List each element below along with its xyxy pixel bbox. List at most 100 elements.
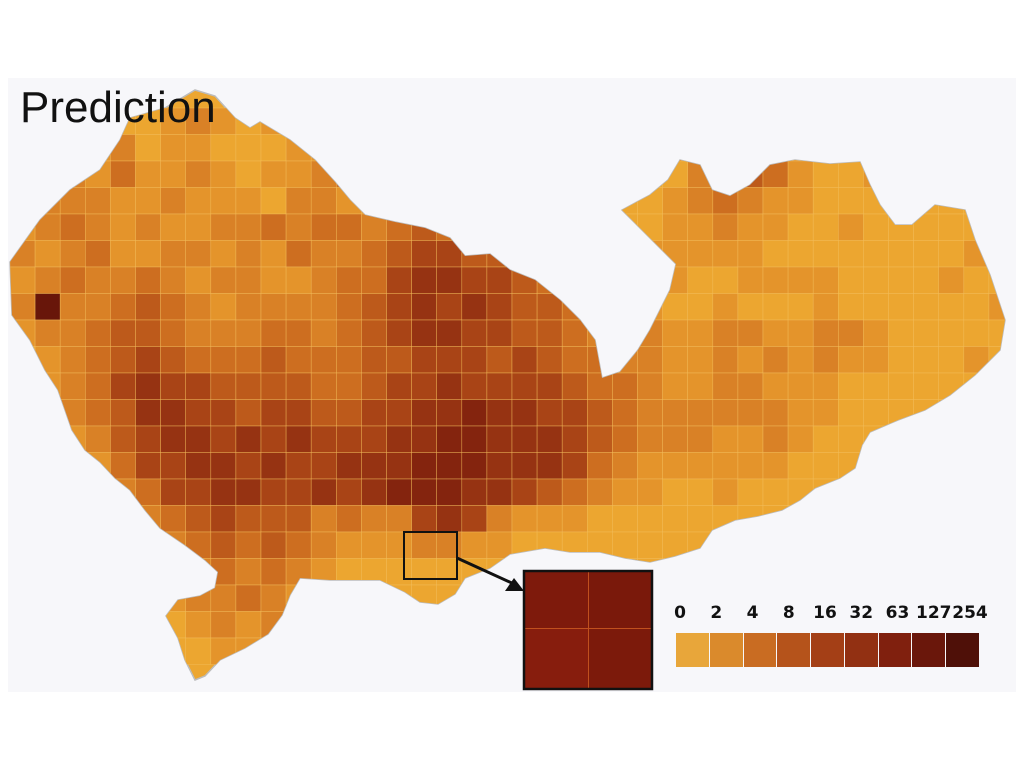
grid-cell [436,346,463,374]
grid-cell [762,213,789,241]
grid-cell [863,107,889,135]
grid-cell [662,293,688,321]
grid-cell [687,134,714,162]
grid-cell [988,160,1005,188]
grid-cell [411,240,438,268]
grid-cell [837,478,864,506]
grid-cell [285,107,312,135]
grid-cell [561,478,588,506]
grid-cell [361,558,387,586]
grid-cell [888,531,914,559]
grid-cell [386,134,412,162]
grid-cell [310,611,337,639]
grid-cell [988,266,1005,294]
grid-cell [235,531,262,559]
grid-cell [913,399,939,427]
grid-cell [386,187,412,215]
grid-cell [310,160,337,188]
grid-cell [386,611,412,639]
grid-cell [235,134,262,162]
grid-cell [285,531,312,559]
grid-cell [612,293,638,321]
grid-cell [637,160,663,188]
grid-cell [235,107,262,135]
grid-cell [812,558,839,586]
grid-cell [185,399,212,427]
grid-cell [737,240,764,268]
grid-cell [10,637,36,665]
grid-cell [210,505,237,533]
grid-cell [561,505,588,533]
grid-cell [712,346,739,374]
grid-cell [888,558,914,586]
grid-cell [988,478,1005,506]
grid-cell [110,160,136,188]
grid-cell [110,346,136,374]
grid-cell [687,425,714,453]
legend-tick-label: 254 [952,603,988,623]
grid-cell [285,399,312,427]
grid-cell [637,478,663,506]
grid-cell [386,107,412,135]
grid-cell [888,293,914,321]
grid-cell [1014,294,1024,321]
grid-cell [361,293,387,321]
grid-cell [486,213,513,241]
grid-cell [511,372,538,400]
grid-cell [988,637,1005,665]
grid-cell [612,478,638,506]
grid-cell [963,399,990,427]
grid-cell [85,319,111,347]
grid-cell [335,478,362,506]
grid-cell [787,399,814,427]
grid-cell [1014,214,1024,241]
grid-cell [536,134,563,162]
grid-cell [411,452,438,480]
grid-cell [687,478,714,506]
grid-cell [913,266,939,294]
grid-cell [486,160,513,188]
grid-cell [511,478,538,506]
grid-cell [285,584,312,612]
grid-cell [888,213,914,241]
grid-cell [561,134,588,162]
zoom-box[interactable] [403,531,458,580]
grid-cell [285,160,312,188]
grid-cell [59,637,86,665]
grid-cell [612,187,638,215]
grid-cell [988,134,1005,162]
grid-cell [10,266,36,294]
grid-cell [863,240,889,268]
grid-cell [536,319,563,347]
grid-cell [888,346,914,374]
grid-cell [511,425,538,453]
grid-cell [85,478,111,506]
grid-cell [938,425,965,453]
grid-cell [260,399,287,427]
grid-cell [687,399,714,427]
grid-cell [938,213,965,241]
grid-cell [486,637,513,665]
grid-cell [310,319,337,347]
grid-cell [210,584,237,612]
grid-cell [310,505,337,533]
grid-cell [762,187,789,215]
grid-cell [335,187,362,215]
grid-cell [386,505,412,533]
grid-cell [486,319,513,347]
grid-cell [85,134,111,162]
grid-cell [637,319,663,347]
grid-cell [637,531,663,559]
grid-cell [461,531,488,559]
inset-border [522,569,654,691]
grid-cell [737,531,764,559]
grid-cell [436,611,463,639]
grid-cell [662,558,688,586]
grid-cell [612,160,638,188]
grid-cell [34,346,61,374]
grid-cell [361,187,387,215]
grid-cell [34,611,61,639]
grid-cell [361,319,387,347]
grid-cell [361,637,387,665]
grid-cell [863,160,889,188]
